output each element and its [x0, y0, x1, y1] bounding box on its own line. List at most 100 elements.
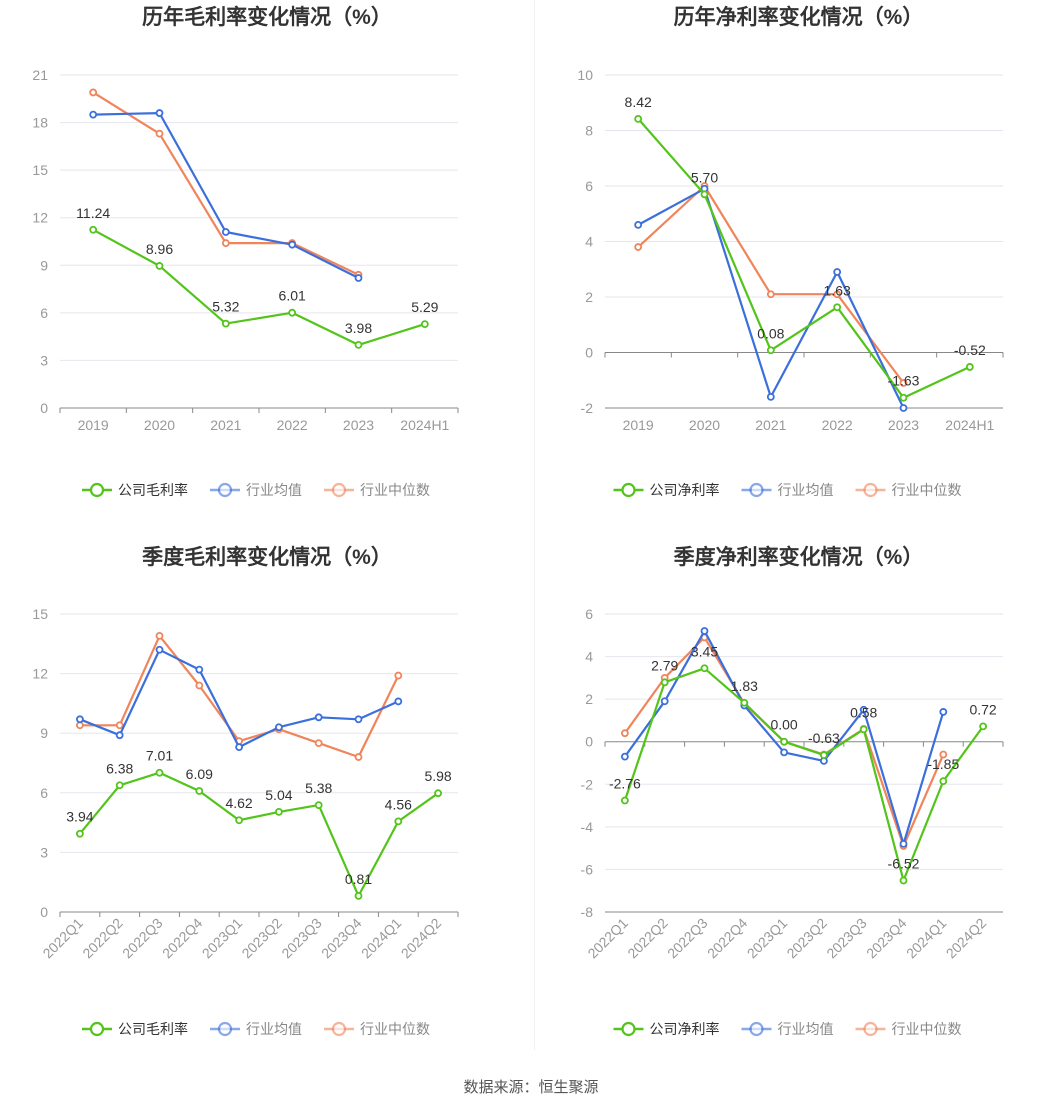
x-tick-label: 2024Q2: [943, 915, 990, 962]
x-tick-label: 2023Q2: [783, 915, 830, 962]
data-label: 5.70: [691, 169, 718, 185]
data-point: [819, 751, 828, 760]
y-tick-label: 4: [585, 234, 593, 250]
data-point: [700, 190, 709, 199]
chart-title: 历年净利率变化情况（%）: [674, 5, 924, 29]
data-point: [939, 708, 948, 716]
data-label: 3.94: [66, 809, 93, 825]
data-point: [314, 713, 323, 722]
data-label: 1.83: [731, 678, 758, 694]
data-point: [700, 627, 709, 635]
x-tick-label: 2022Q4: [159, 915, 206, 962]
chart-panel-quarterly-net-margin: 季度净利率变化情况（%） -8 -6 -4 -2 0 2 4 6 2022Q1 2022Q2 2022…: [535, 540, 1062, 1070]
data-label: 5.98: [424, 768, 451, 784]
legend-item: 行业均值: [741, 482, 834, 498]
data-label: 5.04: [265, 787, 292, 803]
data-point: [354, 274, 363, 282]
legend-item: 行业均值: [210, 482, 302, 498]
data-point: [634, 114, 643, 123]
data-point: [155, 631, 164, 640]
y-tick-label: 9: [40, 257, 48, 273]
legend-swatch-dot: [621, 1021, 636, 1037]
legend-swatch-dot: [331, 1021, 347, 1037]
legend-swatch-dot: [621, 482, 636, 498]
x-tick-label: 2022Q4: [704, 915, 751, 962]
data-point: [89, 110, 98, 119]
data-point: [899, 876, 908, 885]
chart-svg-quarterly-gross: 季度毛利率变化情况（%）036912152022Q12022Q22022Q320…: [32, 545, 459, 1037]
legend-item: 公司净利率: [613, 1021, 720, 1037]
data-point: [899, 379, 908, 387]
data-point: [634, 243, 643, 251]
data-point: [859, 725, 868, 734]
legend-item: 行业中位数: [855, 482, 962, 498]
series-line: [92, 228, 426, 346]
data-point: [394, 697, 403, 706]
chart-svg-annual-gross: 历年毛利率变化情况（%） 0 3 6 9 12 15 18 21 2019 2020 2021 2022…: [32, 5, 459, 498]
x-tick-label: 2024H1: [400, 417, 449, 433]
data-label: -6.52: [888, 855, 920, 871]
data-point: [221, 319, 230, 328]
legend-swatch-dot: [89, 1021, 105, 1037]
legend-item: 行业中位数: [324, 482, 430, 498]
data-point: [89, 88, 98, 97]
data-point: [155, 109, 164, 117]
data-point: [274, 807, 283, 816]
x-tick-label: 2023Q1: [199, 915, 246, 962]
data-point: [288, 308, 297, 317]
data-point: [899, 393, 908, 402]
x-tick-label: 2019: [78, 417, 109, 433]
data-point: [155, 768, 164, 777]
data-point: [965, 363, 974, 371]
legend-item: 行业均值: [741, 1021, 834, 1037]
data-point: [780, 748, 789, 757]
series-line: [79, 648, 399, 749]
data-label: 8.42: [625, 94, 652, 110]
data-point: [288, 240, 297, 249]
data-point: [939, 777, 948, 785]
x-tick-label: 2019: [623, 417, 654, 433]
legend-item: 行业中位数: [855, 1021, 962, 1037]
data-label: 5.38: [305, 780, 332, 796]
data-label: 3.45: [691, 643, 718, 659]
data-label: 11.24: [76, 205, 110, 221]
legend-swatch-dot: [331, 482, 347, 498]
data-point: [899, 839, 908, 848]
legend-swatch-dot: [749, 1021, 764, 1037]
data-point: [235, 816, 244, 825]
x-tick-label: 2024H1: [945, 417, 994, 433]
y-tick-label: -6: [581, 861, 594, 877]
y-tick-label: 4: [585, 649, 593, 665]
chart-title: 季度净利率变化情况（%）: [674, 545, 924, 569]
x-tick-label: 2023Q1: [744, 915, 791, 962]
data-point: [740, 698, 749, 707]
data-point: [634, 220, 643, 229]
chart-panel-quarterly-gross-margin: 季度毛利率变化情况（%） 0 3 6 9 12 15 2022Q1 2022Q2 2022Q3 20…: [0, 540, 534, 1070]
legend-label: 行业均值: [778, 1021, 834, 1037]
y-tick-label: -8: [581, 904, 594, 920]
x-tick-label: 2020: [144, 417, 175, 433]
data-point: [780, 737, 789, 746]
data-point: [766, 392, 775, 401]
series-line: [92, 91, 359, 276]
panel-divider: [534, 0, 535, 1050]
y-tick-label: 9: [40, 725, 48, 741]
x-tick-label: 2022Q1: [584, 915, 631, 962]
x-tick-label: 2023Q4: [863, 915, 910, 962]
data-point: [939, 750, 948, 759]
series-line: [623, 667, 984, 882]
data-label: 6.01: [279, 288, 306, 304]
legend-label: 公司毛利率: [118, 482, 188, 498]
x-tick-label: 2021: [755, 417, 786, 433]
chart-title: 历年毛利率变化情况（%）: [142, 5, 392, 29]
legend-swatch-dot: [89, 482, 105, 498]
data-label: 3.98: [345, 320, 372, 336]
series-line: [637, 187, 905, 409]
legend-swatch-dot: [863, 482, 878, 498]
data-point: [979, 722, 988, 731]
data-label: -1.85: [927, 756, 959, 772]
data-label: 0.81: [345, 871, 372, 887]
y-tick-label: 6: [585, 178, 593, 194]
data-point: [155, 262, 164, 270]
data-point: [420, 320, 429, 329]
